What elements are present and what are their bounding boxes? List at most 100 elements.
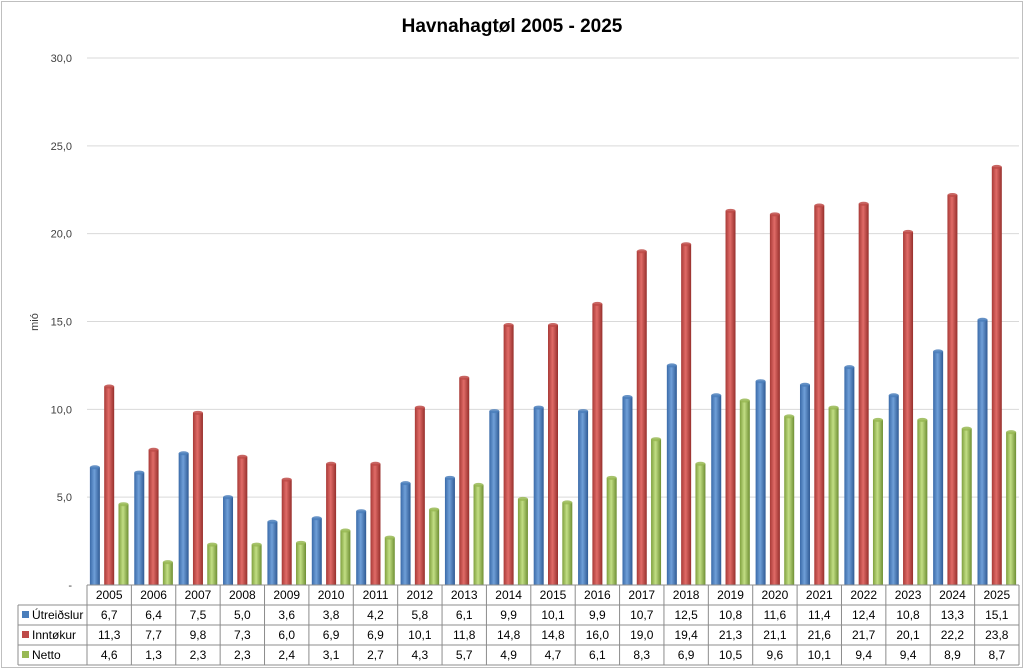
bar-cap	[251, 542, 262, 547]
bar-netto-2006	[162, 560, 173, 585]
legend-swatch-inntøkur	[22, 631, 29, 638]
bar-cap	[769, 212, 780, 217]
bar-inntøkur-2006	[148, 447, 159, 585]
bar-cap	[429, 507, 440, 512]
bar-cap	[961, 426, 972, 431]
data-table: 2005 2006 2007 2008 2009 2010 2011 2012 2013 2014…	[17, 584, 1020, 666]
bar-netto-2014	[517, 496, 528, 585]
bar-inntøkur-2015	[548, 323, 558, 585]
x-tick-label: 2005	[96, 588, 123, 602]
bars	[89, 164, 1017, 586]
data-label: 2,7	[367, 648, 384, 662]
data-label: 7,5	[190, 608, 207, 622]
x-tick-label: 2023	[895, 588, 922, 602]
bar-netto-2007	[207, 542, 218, 585]
bar-netto-2022	[872, 417, 883, 585]
bar-body	[251, 544, 262, 585]
data-label: 6,1	[456, 608, 473, 622]
bar-netto-2015	[562, 500, 573, 585]
data-label: 4,3	[412, 648, 429, 662]
bar-cap	[207, 542, 218, 547]
bar-cap	[340, 528, 351, 533]
data-label: 6,9	[678, 648, 695, 662]
bar-útreiðslur-2012	[400, 481, 411, 585]
legend-label: Útreiðslur	[32, 607, 83, 622]
data-label: 10,8	[719, 608, 743, 622]
bar-body	[1006, 432, 1017, 585]
bar-inntøkur-2014	[503, 323, 514, 585]
bar-body	[755, 381, 766, 585]
bar-cap	[606, 475, 617, 480]
data-label: 12,4	[852, 608, 876, 622]
bar-útreiðslur-2024	[933, 349, 944, 585]
bar-inntøkur-2019	[725, 208, 736, 585]
bar-body	[784, 416, 795, 585]
bar-cap	[548, 323, 558, 328]
data-label: 13,3	[941, 608, 965, 622]
bar-body	[162, 562, 173, 585]
bar-body	[769, 214, 780, 586]
data-label: 10,8	[896, 608, 920, 622]
bar-cap	[489, 409, 500, 414]
bar-body	[400, 483, 411, 585]
bar-cap	[192, 410, 203, 415]
bar-body	[148, 449, 159, 585]
bar-body	[178, 453, 189, 585]
data-label: 10,7	[630, 608, 654, 622]
bar-body	[384, 537, 395, 585]
x-tick-label: 2007	[185, 588, 212, 602]
data-label: 9,9	[500, 608, 517, 622]
bar-útreiðslur-2015	[533, 405, 544, 585]
bar-body	[356, 511, 367, 585]
bar-cap	[104, 384, 115, 389]
bar-útreiðslur-2010	[311, 516, 322, 585]
bar-body	[548, 325, 558, 585]
legend-label: Netto	[32, 648, 61, 662]
bar-body	[844, 367, 855, 585]
data-label: 10,1	[408, 628, 432, 642]
bar-inntøkur-2024	[947, 193, 958, 585]
data-label: 10,5	[719, 648, 743, 662]
bar-cap	[533, 405, 544, 410]
bar-body	[636, 251, 647, 585]
bar-body	[681, 244, 692, 585]
bar-cap	[651, 437, 662, 442]
bar-body	[134, 472, 145, 585]
y-tick-label: 20,0	[51, 229, 72, 241]
bar-body	[459, 377, 470, 585]
x-tick-label: 2019	[717, 588, 744, 602]
data-label: 8,9	[944, 648, 961, 662]
data-label: 22,2	[941, 628, 965, 642]
bar-body	[562, 502, 573, 585]
data-label: 7,3	[234, 628, 251, 642]
bar-cap	[888, 393, 899, 398]
x-tick-label: 2016	[584, 588, 611, 602]
bar-body	[977, 319, 988, 585]
bar-cap	[562, 500, 573, 505]
bar-cap	[578, 409, 589, 414]
bar-inntøkur-2013	[459, 375, 470, 585]
bar-body	[991, 166, 1002, 585]
bar-body	[622, 397, 633, 585]
bar-cap	[991, 164, 1002, 169]
bar-cap	[384, 535, 395, 540]
bar-body	[311, 518, 322, 585]
bar-cap	[118, 502, 129, 507]
data-label: 8,3	[633, 648, 650, 662]
bar-cap	[844, 365, 855, 370]
data-label: 5,0	[234, 608, 251, 622]
bar-netto-2005	[118, 502, 129, 585]
bar-inntøkur-2007	[192, 410, 203, 585]
bar-útreiðslur-2013	[444, 475, 455, 585]
bar-cap	[977, 317, 988, 322]
bar-cap	[592, 301, 603, 306]
bar-útreiðslur-2019	[711, 393, 722, 585]
bar-body	[799, 384, 810, 585]
data-label: 11,3	[98, 628, 121, 642]
data-label: 3,1	[323, 648, 340, 662]
bar-inntøkur-2005	[104, 384, 115, 585]
bar-body	[592, 303, 603, 585]
data-label: 2,4	[278, 648, 295, 662]
data-label: 7,7	[145, 628, 162, 642]
bar-netto-2010	[340, 528, 351, 585]
